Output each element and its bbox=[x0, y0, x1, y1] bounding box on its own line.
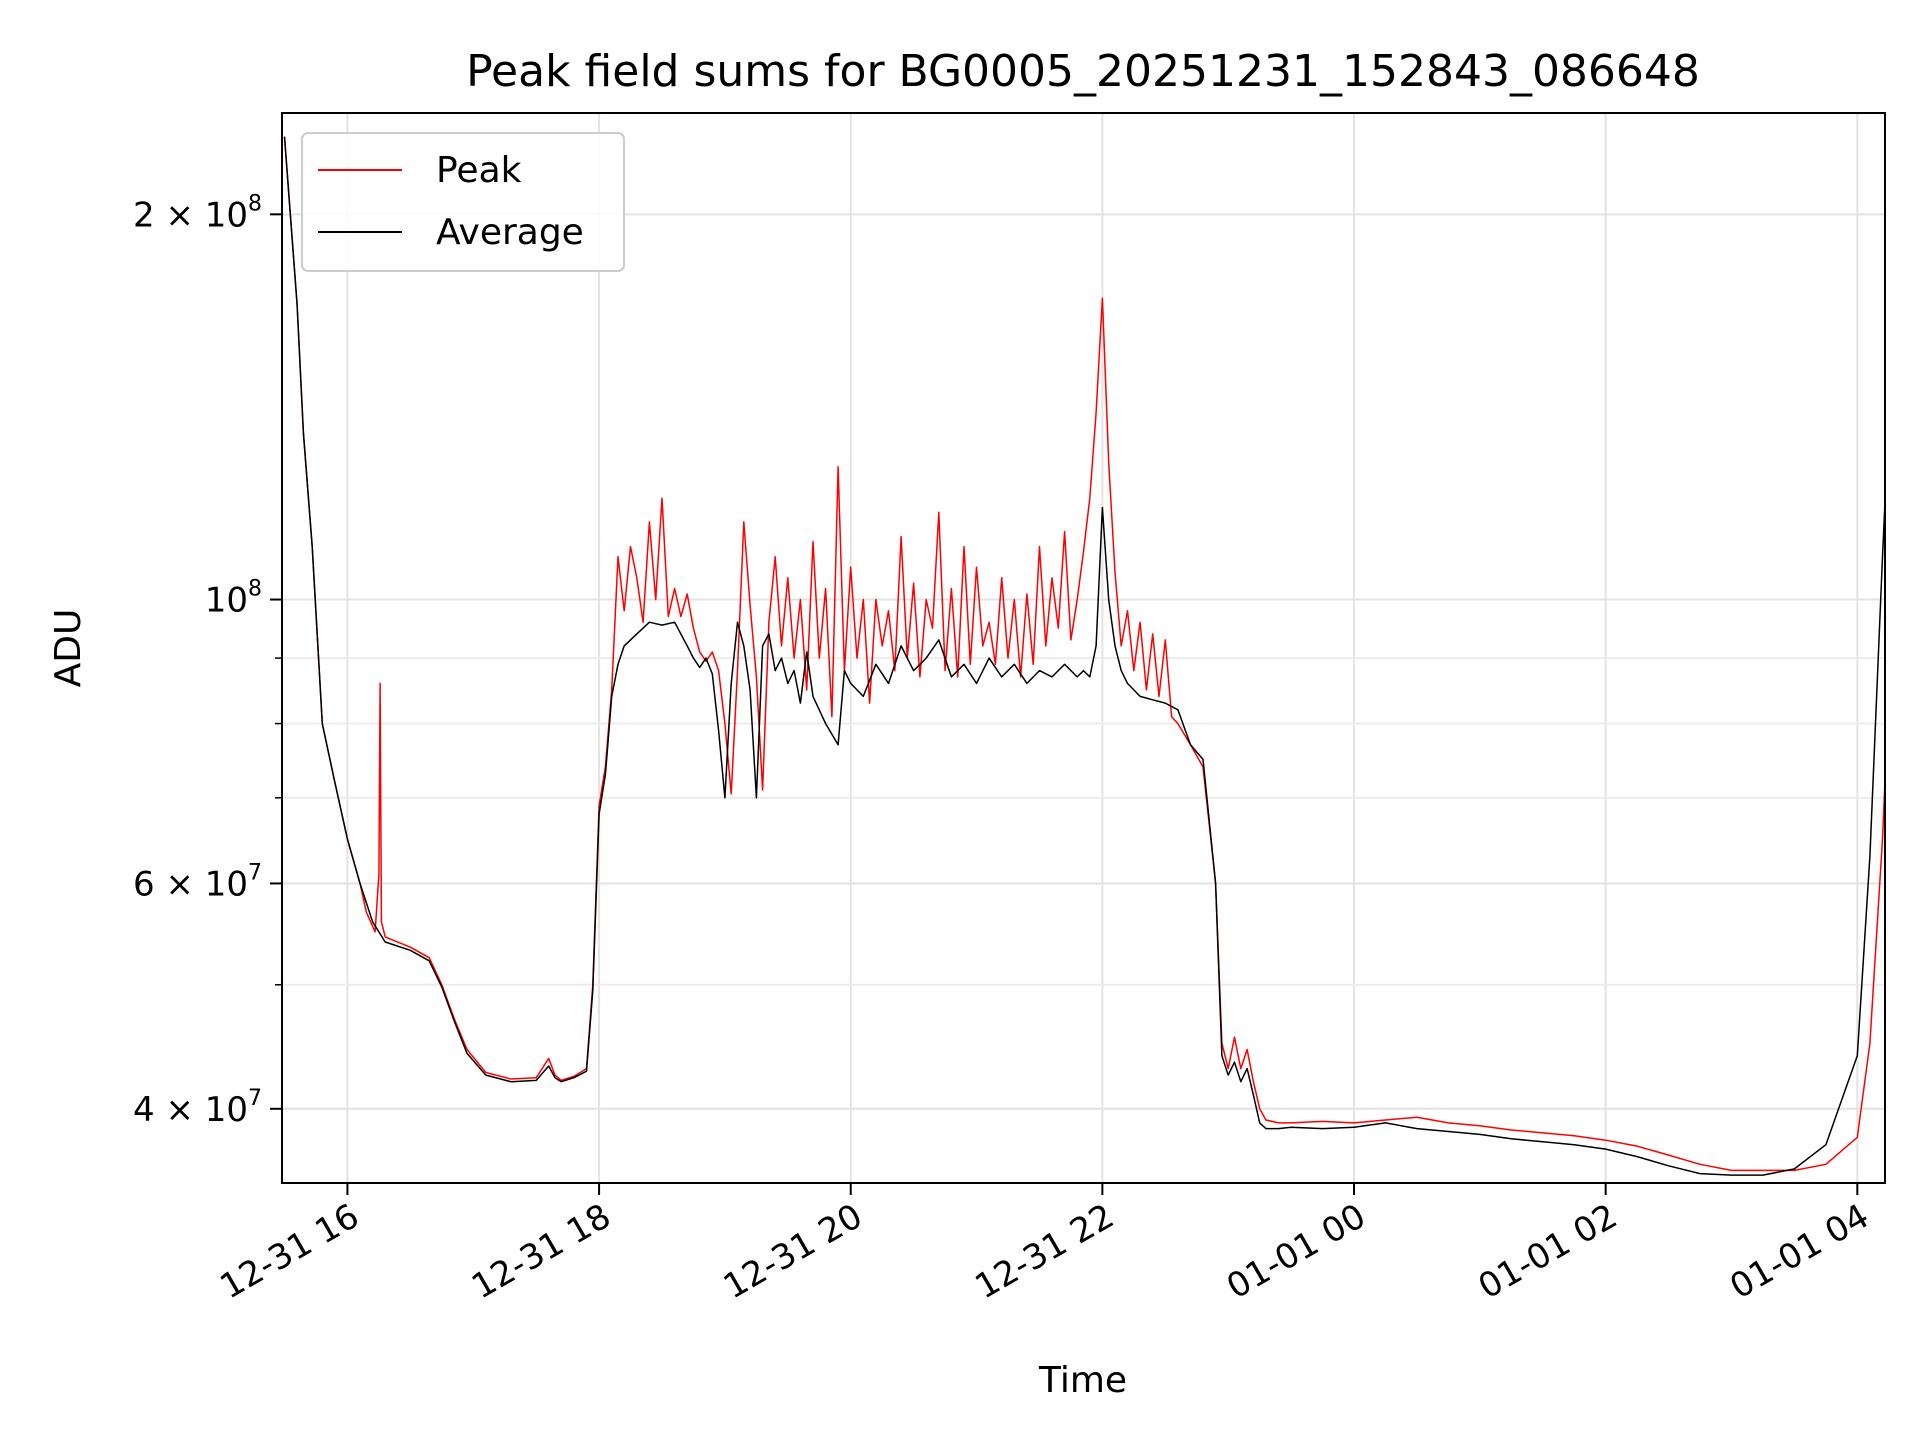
series-line-average bbox=[283, 136, 1885, 1176]
y-tick-label: 2 × 108 bbox=[133, 191, 262, 235]
grid bbox=[282, 113, 1885, 1183]
plot-series bbox=[283, 136, 1885, 1176]
legend-box bbox=[301, 132, 625, 272]
x-axis-label: Time bbox=[1038, 1360, 1127, 1401]
plot-frame bbox=[281, 112, 1886, 1184]
legend-label-average: Average bbox=[436, 212, 584, 253]
y-tick-label: 4 × 107 bbox=[133, 1086, 262, 1130]
y-axis-label: ADU bbox=[48, 609, 89, 688]
legend: Peak Average bbox=[301, 132, 625, 272]
legend-label-peak: Peak bbox=[436, 150, 522, 191]
y-tick-label: 108 bbox=[205, 577, 262, 621]
chart-title: Peak field sums for BG0005_20251231_1528… bbox=[466, 46, 1700, 97]
y-tick-label: 6 × 107 bbox=[133, 860, 262, 904]
